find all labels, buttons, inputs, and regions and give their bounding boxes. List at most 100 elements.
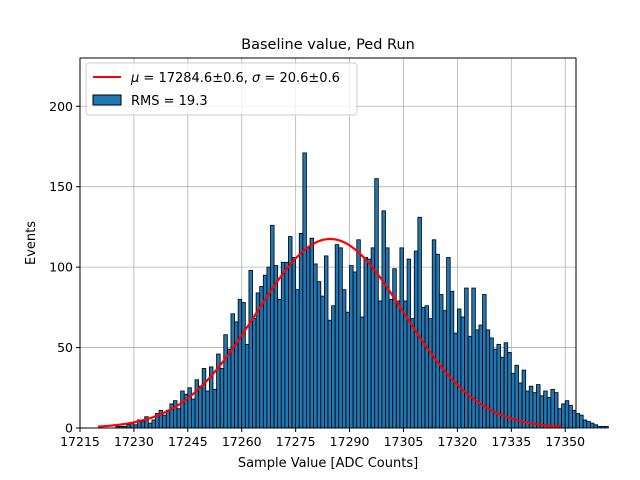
histogram-bar	[485, 329, 491, 429]
histogram-bar	[410, 318, 415, 429]
histogram-bar	[291, 257, 297, 429]
x-tick-label: 17260	[222, 434, 262, 449]
fit-curve	[97, 237, 562, 428]
histogram-bar	[604, 425, 609, 429]
y-axis-ticks: 0 50 100 150 200	[49, 99, 80, 436]
x-tick-label: 17290	[330, 434, 370, 449]
histogram-bar	[568, 405, 573, 429]
histogram-bar	[428, 318, 433, 429]
histogram-bar	[327, 319, 332, 429]
histogram-bar	[165, 409, 171, 429]
y-tick-label: 200	[49, 99, 73, 114]
histogram-bar	[579, 414, 584, 429]
histogram-bar	[439, 294, 444, 429]
histogram-bar	[191, 398, 196, 429]
plot-frame	[79, 57, 577, 429]
histogram-bar	[205, 390, 210, 429]
histogram-bar	[399, 247, 404, 429]
histogram-bar	[582, 419, 588, 429]
histogram-bar	[381, 210, 386, 429]
histogram-bar	[395, 300, 401, 429]
gaussian-fit	[97, 237, 562, 428]
histogram-bar	[597, 425, 602, 429]
histogram-bar	[356, 239, 361, 429]
y-axis-label: Events	[24, 221, 39, 265]
histogram-bar	[403, 300, 408, 429]
histogram-bar	[474, 329, 480, 429]
histogram-bar	[313, 263, 318, 429]
histogram-bar	[320, 295, 325, 429]
histogram-bar	[449, 290, 455, 429]
histogram-bar	[187, 387, 192, 429]
histogram-bar	[521, 369, 527, 429]
histogram-bar	[600, 425, 606, 429]
histogram-bar	[302, 152, 307, 429]
histogram-bar	[219, 368, 225, 429]
histogram-bar	[151, 419, 156, 429]
histogram-bar	[237, 298, 243, 429]
x-tick-label: 17350	[545, 434, 585, 449]
histogram-bar	[464, 287, 469, 429]
histogram-bar	[489, 337, 494, 429]
histogram-bar	[234, 321, 239, 429]
histogram-bar	[554, 392, 559, 429]
histogram-bar	[194, 379, 200, 429]
histogram-bar	[201, 368, 207, 429]
axes	[79, 57, 577, 429]
histogram-bar	[241, 302, 246, 429]
histogram-bar	[280, 261, 286, 429]
histogram-bar	[431, 239, 437, 429]
x-tick-label: 17230	[114, 434, 154, 449]
histogram-bar	[593, 424, 598, 429]
histogram-bar	[446, 257, 451, 429]
histogram-bar	[564, 400, 570, 429]
histogram-bar	[180, 390, 185, 429]
legend-mu-symbol: μ	[130, 71, 139, 86]
histogram-bar	[539, 395, 545, 429]
histogram-bar	[385, 247, 390, 429]
histogram-bar	[514, 364, 519, 429]
histogram-bar	[273, 265, 279, 429]
histogram-bar	[223, 334, 228, 429]
histogram-bar	[467, 335, 473, 429]
histogram-bar	[338, 247, 343, 429]
legend: μ = 17284.6±0.6, σ = 20.6±0.6 RMS = 19.3	[85, 62, 358, 116]
histogram-bar	[212, 388, 217, 429]
histogram-bar	[309, 237, 315, 429]
histogram-bar	[492, 348, 498, 429]
histogram-bar	[316, 281, 322, 429]
legend-hist-label: RMS = 19.3	[131, 94, 208, 109]
histogram-bar	[352, 271, 358, 429]
histogram-bar	[478, 324, 483, 429]
histogram-bar	[536, 384, 541, 429]
histogram-bar	[460, 316, 465, 429]
x-tick-label: 17215	[60, 434, 100, 449]
histogram-bar	[341, 289, 347, 429]
x-tick-label: 17305	[384, 434, 424, 449]
histogram-bar	[413, 250, 419, 429]
histogram-bar	[550, 388, 555, 429]
histogram-bar	[244, 343, 250, 429]
chart-title: Baseline value, Ped Run	[241, 37, 415, 53]
histogram-bar	[284, 261, 289, 429]
histogram-bar	[367, 258, 372, 429]
histogram-bar	[298, 232, 304, 429]
histogram-bar	[586, 421, 591, 429]
x-tick-label: 17275	[276, 434, 316, 449]
y-tick-label: 50	[57, 340, 73, 355]
x-tick-label: 17245	[168, 434, 208, 449]
histogram-bar	[417, 216, 422, 429]
histogram-bar	[248, 269, 253, 429]
histogram-bar	[377, 300, 383, 429]
x-tick-label: 17320	[438, 434, 478, 449]
histogram-bar	[546, 397, 552, 429]
histogram-bar	[370, 247, 376, 429]
y-tick-label: 0	[65, 421, 73, 436]
histogram-bar	[374, 178, 379, 429]
histogram-bar	[306, 247, 311, 429]
histogram-bar	[575, 413, 580, 429]
histogram-bar	[345, 311, 350, 429]
histogram-bar	[334, 244, 340, 429]
histogram-bar	[252, 318, 257, 429]
